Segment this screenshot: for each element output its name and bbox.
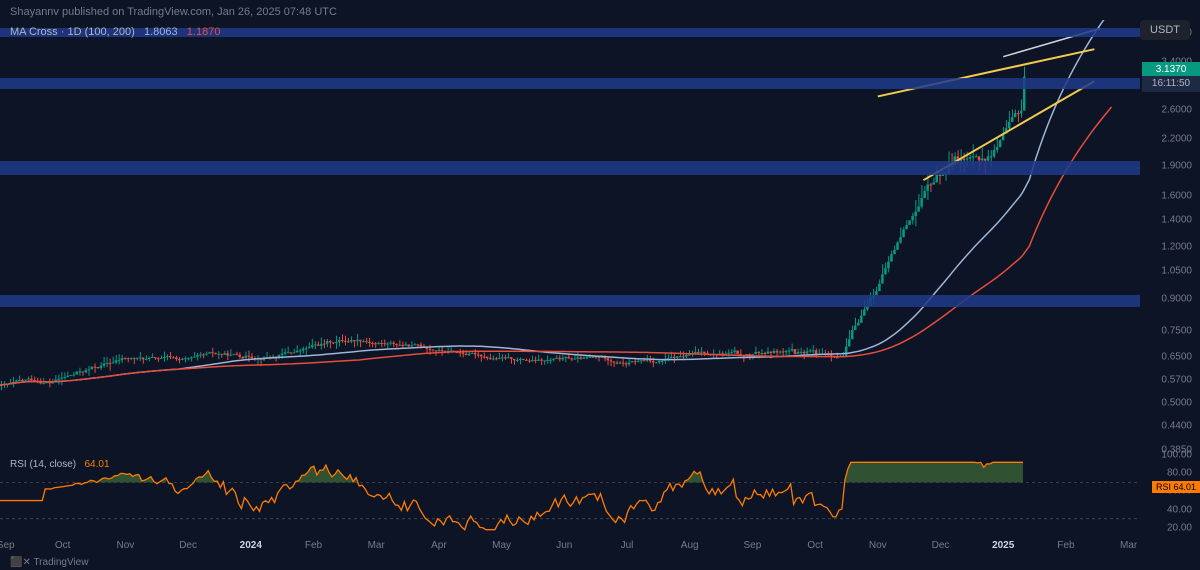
price-tick: 1.0500 <box>1161 266 1192 277</box>
price-tick: 0.5700 <box>1161 375 1192 386</box>
price-tick: 0.4400 <box>1161 421 1192 432</box>
quote-currency-badge[interactable]: USDT <box>1140 20 1190 40</box>
tv-logo-text: TradingView <box>33 557 88 568</box>
price-tick: 2.6000 <box>1161 104 1192 115</box>
price-tick: 1.4000 <box>1161 214 1192 225</box>
price-tick: 1.9000 <box>1161 160 1192 171</box>
ma200-value: 1.1870 <box>187 26 221 38</box>
time-tick: Apr <box>431 540 447 551</box>
price-tick: 1.6000 <box>1161 191 1192 202</box>
rsi-tick: 80.00 <box>1167 468 1192 479</box>
time-axis[interactable]: Sep Oct Nov Dec 2024 Feb Mar Apr May Jun Jul Aug Sep… <box>0 540 1140 558</box>
ma-cross-timeframe: 1D <box>67 26 81 38</box>
rsi-name: RSI (14, close) <box>10 459 76 470</box>
rsi-legend[interactable]: RSI (14, close) 64.01 <box>10 459 110 470</box>
time-tick: Jun <box>556 540 572 551</box>
rsi-value-tag: RSI 64.01 <box>1152 481 1200 493</box>
time-tick: Feb <box>1057 540 1074 551</box>
tradingview-logo[interactable]: ⬛✕ TradingView <box>10 557 88 568</box>
rsi-axis[interactable]: 20.0040.0060.0080.00100.00 <box>1140 455 1200 537</box>
time-tick: Jul <box>621 540 634 551</box>
price-tick: 0.7500 <box>1161 326 1192 337</box>
time-tick: Nov <box>116 540 134 551</box>
rsi-tick: 20.00 <box>1167 522 1192 533</box>
time-tick: Sep <box>0 540 15 551</box>
rsi-chart[interactable] <box>0 455 1140 537</box>
horizontal-zone[interactable] <box>0 161 1140 175</box>
ma-cross-name: MA Cross <box>10 26 58 38</box>
time-tick: Aug <box>681 540 699 551</box>
price-tick: 0.5000 <box>1161 398 1192 409</box>
time-tick: Dec <box>179 540 197 551</box>
publish-info: Shayannv published on TradingView.com, J… <box>10 6 337 18</box>
time-tick: 2024 <box>240 540 262 551</box>
time-tick: Oct <box>807 540 823 551</box>
rsi-tick: 40.00 <box>1167 504 1192 515</box>
countdown-tag: 16:11:50 <box>1142 76 1200 92</box>
price-tick: 2.2000 <box>1161 134 1192 145</box>
price-tick: 0.9000 <box>1161 293 1192 304</box>
time-tick: 2025 <box>992 540 1014 551</box>
time-tick: Feb <box>305 540 322 551</box>
time-tick: Dec <box>932 540 950 551</box>
time-tick: Mar <box>1120 540 1137 551</box>
time-tick: May <box>492 540 511 551</box>
tv-icon: ⬛✕ <box>10 557 33 568</box>
time-tick: Sep <box>743 540 761 551</box>
rsi-tick: 100.00 <box>1161 450 1192 461</box>
horizontal-zone[interactable] <box>0 295 1140 307</box>
time-tick: Oct <box>55 540 71 551</box>
time-tick: Nov <box>869 540 887 551</box>
ma-cross-legend[interactable]: MA Cross · 1D (100, 200) 1.8063 1.1870 <box>10 26 220 38</box>
time-tick: Mar <box>368 540 385 551</box>
price-tick: 0.6500 <box>1161 351 1192 362</box>
ma100-value: 1.8063 <box>144 26 178 38</box>
price-tick: 1.2000 <box>1161 242 1192 253</box>
horizontal-zone[interactable] <box>0 78 1140 89</box>
rsi-value: 64.01 <box>84 459 109 470</box>
ma-cross-params: (100, 200) <box>85 26 135 38</box>
